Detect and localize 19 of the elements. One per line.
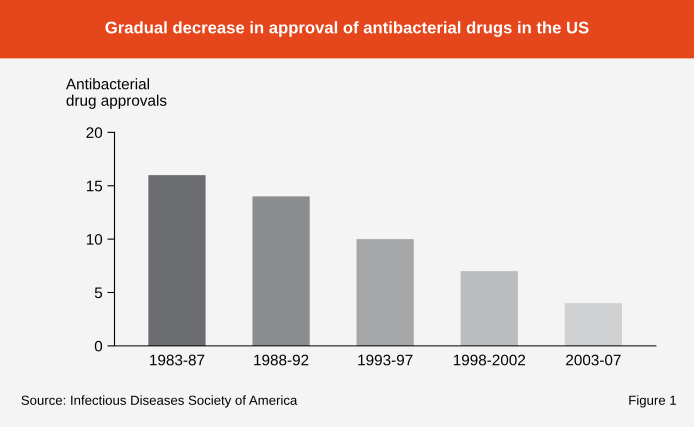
- y-tick-label: 0: [94, 340, 102, 352]
- y-tick-label: 5: [94, 288, 102, 298]
- x-tick-label: 2003-07: [566, 354, 621, 366]
- y-tick-label: 20: [86, 127, 102, 138]
- bar: [148, 175, 206, 346]
- x-tick-label: 1993-97: [358, 354, 412, 366]
- x-tick-label: 1998-2002: [454, 354, 526, 366]
- y-axis-title: Antibacterial drug approvals: [66, 78, 166, 109]
- caption: Figure 1: [629, 395, 676, 408]
- source-note: Source: Infectious Diseases Society of America: [21, 395, 298, 408]
- bar: [356, 239, 414, 346]
- y-tick-label: 10: [86, 234, 102, 245]
- x-tick-label: 1983-87: [150, 354, 204, 366]
- chart-title: Gradual decrease in approval of antibacterial drugs in the US: [106, 21, 589, 37]
- bar: [564, 303, 622, 346]
- x-tick-label: 1988-92: [254, 354, 308, 366]
- bar: [460, 271, 518, 346]
- bar: [252, 196, 310, 346]
- y-tick-label: 15: [86, 180, 102, 192]
